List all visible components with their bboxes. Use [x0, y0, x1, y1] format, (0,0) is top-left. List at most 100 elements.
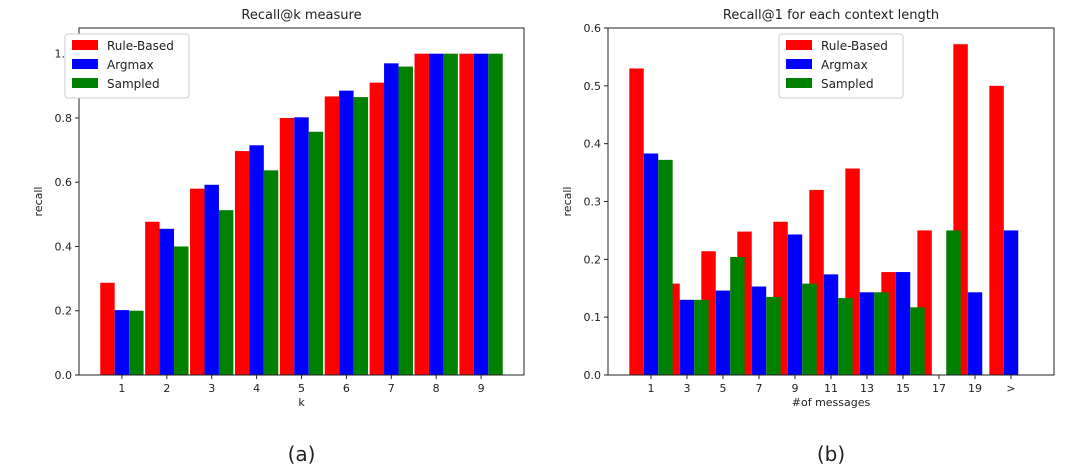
bar-rule-based-0	[629, 68, 644, 375]
bar-sampled-1	[174, 246, 189, 375]
bar-rule-based-2	[190, 188, 205, 375]
bar-sampled-0	[129, 310, 144, 375]
chart-title: Recall@1 for each context length	[723, 8, 939, 23]
bar-argmax-7	[895, 272, 911, 375]
x-tick-label: 1	[647, 382, 654, 395]
bar-argmax-1	[679, 299, 695, 375]
y-tick-label: 0.1	[584, 311, 602, 324]
bar-sampled-3	[263, 170, 279, 375]
x-tick-label: 9	[478, 382, 485, 395]
bar-rule-based-7	[414, 53, 429, 375]
x-tick-label: 9	[791, 382, 798, 395]
bar-rule-based-0	[100, 282, 115, 375]
bar-sampled-5	[838, 298, 853, 375]
bar-sampled-8	[946, 230, 961, 375]
x-tick-label: 7	[755, 382, 762, 395]
x-axis-label: k	[298, 396, 305, 409]
legend-swatch-rule-based	[72, 40, 98, 50]
legend: Rule-Based Argmax Sampled	[778, 33, 904, 99]
bar-sampled-1	[694, 299, 709, 375]
x-tick-label: 11	[824, 382, 838, 395]
bar-argmax-3	[751, 286, 767, 375]
bar-argmax-9	[967, 292, 983, 375]
bar-rule-based-8	[459, 53, 474, 375]
bar-sampled-8	[488, 53, 503, 375]
legend-label: Argmax	[821, 58, 868, 72]
y-tick-label: 0.8	[55, 112, 73, 125]
legend-swatch-sampled	[786, 78, 812, 88]
legend: Rule-Based Argmax Sampled	[64, 33, 190, 99]
legend-label: Sampled	[821, 77, 874, 91]
x-tick-label: 5	[298, 382, 305, 395]
bar-argmax-2	[204, 184, 219, 375]
bar-sampled-4	[308, 131, 324, 375]
y-tick-label: 0.4	[584, 138, 602, 151]
x-tick-label: 4	[253, 382, 260, 395]
bar-sampled-6	[874, 292, 889, 375]
bar-argmax-6	[859, 292, 875, 375]
subfigure-caption: (b)	[817, 442, 845, 466]
legend-label: Sampled	[107, 77, 160, 91]
y-tick-label: 0.0	[55, 369, 73, 382]
chart-title: Recall@k measure	[241, 8, 361, 23]
x-tick-label: >	[1006, 382, 1015, 395]
bar-rule-based-6	[369, 82, 385, 376]
bar-rule-based-1	[145, 221, 160, 375]
bar-argmax-5	[339, 90, 354, 376]
bar-argmax-4	[294, 117, 309, 375]
y-tick-label: 0.5	[584, 80, 602, 93]
bar-sampled-2	[730, 257, 745, 375]
bar-argmax-4	[787, 234, 803, 375]
legend-swatch-argmax	[72, 59, 98, 69]
y-tick-label: 0.4	[55, 240, 73, 253]
y-axis-label: recall	[32, 187, 45, 217]
bar-argmax-0	[643, 153, 659, 375]
x-tick-label: 3	[208, 382, 215, 395]
bar-rule-based-4	[279, 117, 295, 376]
x-tick-label: 7	[388, 382, 395, 395]
x-tick-label: 2	[163, 382, 170, 395]
x-tick-label: 13	[860, 382, 874, 395]
bar-argmax-0	[114, 310, 130, 375]
y-tick-label: 0.0	[584, 369, 602, 382]
x-axis-label: #of messages	[792, 396, 871, 409]
bar-sampled-7	[910, 307, 925, 375]
x-tick-label: 6	[343, 382, 350, 395]
bar-argmax-6	[384, 63, 399, 376]
bar-argmax-5	[823, 274, 839, 375]
y-tick-label: 0.3	[584, 196, 602, 209]
bar-sampled-2	[218, 210, 234, 375]
x-tick-label: 19	[968, 382, 982, 395]
bar-argmax-7	[428, 53, 444, 375]
bar-argmax-2	[715, 290, 731, 375]
bar-rule-based-3	[234, 151, 250, 375]
y-tick-label: 0.2	[55, 305, 73, 318]
bar-sampled-6	[398, 66, 413, 375]
bar-argmax-1	[159, 228, 175, 375]
legend-swatch-sampled	[72, 78, 98, 88]
y-axis-label: recall	[561, 187, 574, 217]
x-tick-label: 5	[719, 382, 726, 395]
x-tick-label: 15	[896, 382, 910, 395]
bar-sampled-4	[802, 283, 817, 375]
subfigure-caption: (a)	[288, 442, 316, 466]
legend-label: Rule-Based	[107, 39, 174, 53]
bar-sampled-5	[353, 97, 369, 375]
x-tick-label: 17	[932, 382, 946, 395]
legend-label: Rule-Based	[821, 39, 888, 53]
legend-label: Argmax	[107, 58, 154, 72]
y-tick-label: 0.2	[584, 253, 602, 266]
x-tick-label: 8	[433, 382, 440, 395]
bar-sampled-3	[766, 296, 781, 375]
y-tick-label: 0.6	[55, 176, 73, 189]
bar-sampled-7	[443, 53, 458, 375]
bar-argmax-8	[473, 53, 489, 375]
bar-argmax-10	[1003, 230, 1019, 375]
bar-sampled-0	[658, 159, 673, 375]
legend-swatch-argmax	[786, 59, 812, 69]
bar-rule-based-5	[324, 96, 340, 375]
x-tick-label: 1	[118, 382, 125, 395]
legend-swatch-rule-based	[786, 40, 812, 50]
